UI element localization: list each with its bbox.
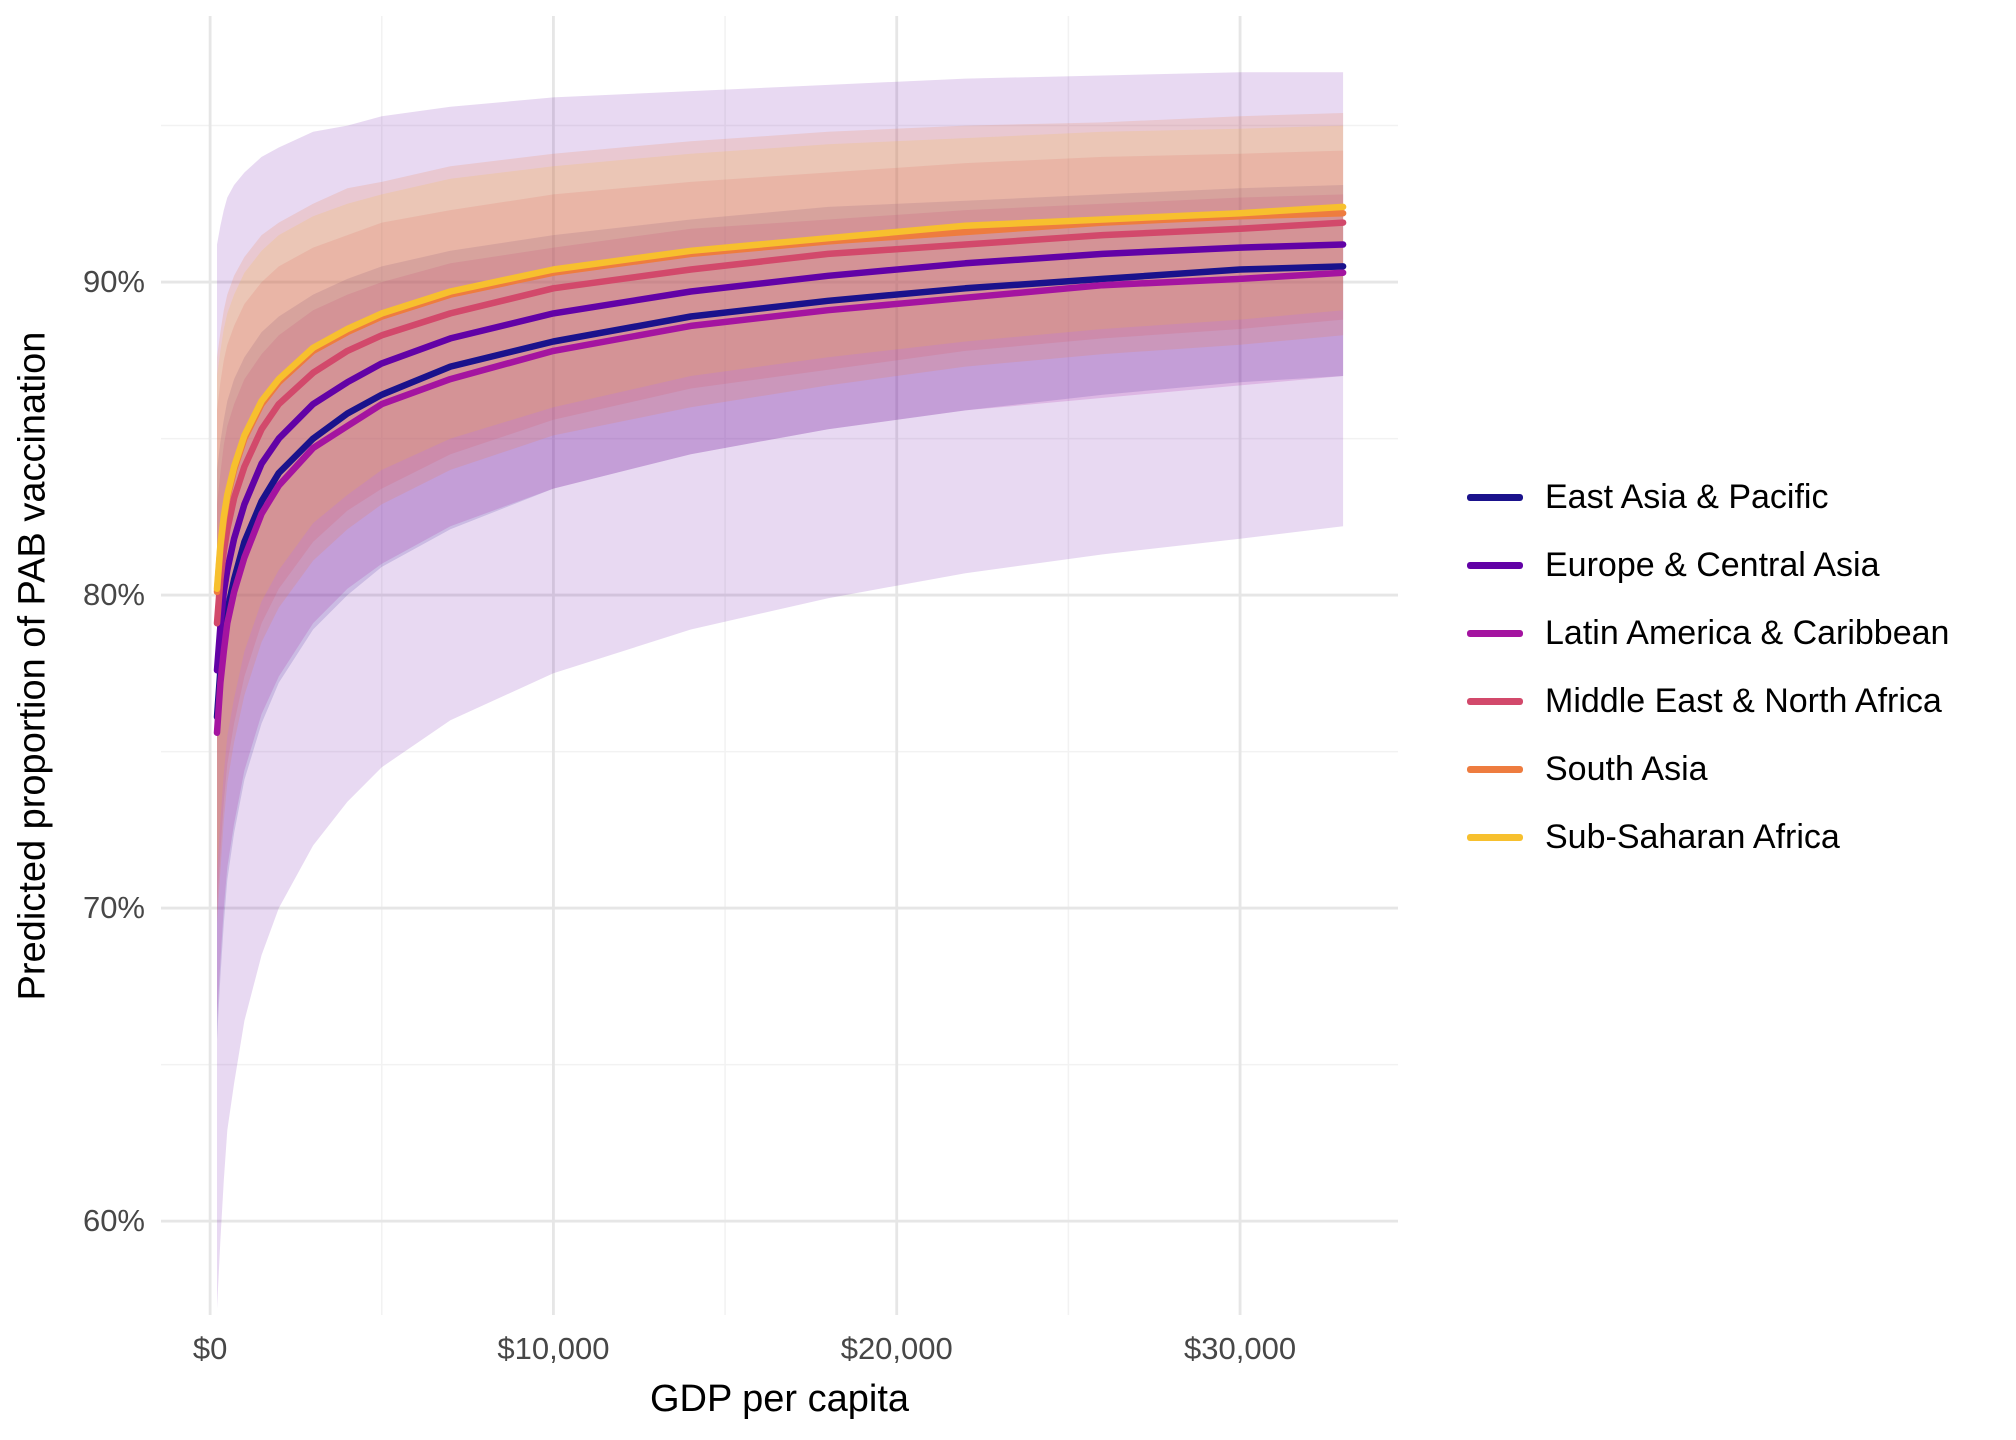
- legend-item-middle-east-and-north-africa: Middle East & North Africa: [1467, 681, 1949, 721]
- ribbon-europe-and-central-asia: [217, 72, 1344, 1309]
- legend-item-label: Latin America & Caribbean: [1545, 613, 1950, 652]
- legend-key-line-europe-and-central-asia: [1467, 561, 1523, 569]
- series-line-middle-east-and-north-africa: [213, 219, 1347, 627]
- legend-item-label: East Asia & Pacific: [1545, 477, 1829, 516]
- legend-item-label: South Asia: [1545, 749, 1708, 788]
- ribbon-sub-saharan-africa: [217, 125, 1344, 874]
- legend-key-line-south-asia: [1467, 765, 1523, 773]
- series-line-latin-america-and-caribbean: [213, 269, 1347, 737]
- y-tick-label-90: 90%: [82, 264, 145, 300]
- x-tick-label-0: $0: [192, 1331, 228, 1366]
- ribbon-latin-america-and-caribbean: [217, 194, 1344, 1021]
- legend-item-east-asia-and-pacific: East Asia & Pacific: [1467, 477, 1949, 517]
- legend-item-latin-america-and-caribbean: Latin America & Caribbean: [1467, 613, 1949, 653]
- series-line-europe-and-central-asia: [213, 241, 1347, 674]
- x-axis-title: GDP per capita: [649, 1378, 910, 1420]
- legend-item-label: Middle East & North Africa: [1545, 681, 1942, 720]
- legend-key-line-sub-saharan-africa: [1467, 833, 1523, 841]
- lines-group: [213, 203, 1347, 737]
- legend-item-south-asia: South Asia: [1467, 749, 1949, 789]
- legend-key-line-east-asia-and-pacific: [1467, 493, 1523, 501]
- y-axis-title: Predicted proportion of PAB vaccination: [11, 331, 54, 1000]
- x-tick-label-30000: $30,000: [1184, 1331, 1297, 1366]
- legend-item-label: Europe & Central Asia: [1545, 545, 1880, 584]
- y-tick-label-80: 80%: [82, 577, 145, 613]
- y-tick-label-70: 70%: [82, 890, 145, 926]
- ribbon-east-asia-and-pacific: [217, 185, 1344, 1040]
- legend-item-label: Sub-Saharan Africa: [1545, 817, 1840, 856]
- series-line-sub-saharan-africa: [213, 203, 1347, 593]
- ribbon-south-asia: [217, 113, 1344, 924]
- x-tick-label-20000: $20,000: [840, 1331, 953, 1366]
- ribbons-group: [217, 72, 1344, 1309]
- legend-key-line-middle-east-and-north-africa: [1467, 697, 1523, 705]
- legend-item-europe-and-central-asia: Europe & Central Asia: [1467, 545, 1949, 585]
- legend-key-line-latin-america-and-caribbean: [1467, 629, 1523, 637]
- x-tick-label-10000: $10,000: [497, 1331, 610, 1366]
- y-tick-label-60: 60%: [82, 1203, 145, 1239]
- ribbon-middle-east-and-north-africa: [217, 150, 1344, 909]
- gridlines-minor: [161, 16, 1398, 1315]
- legend-item-sub-saharan-africa: Sub-Saharan Africa: [1467, 817, 1949, 857]
- legend: East Asia & Pacific Europe & Central Asia…: [1467, 477, 1949, 857]
